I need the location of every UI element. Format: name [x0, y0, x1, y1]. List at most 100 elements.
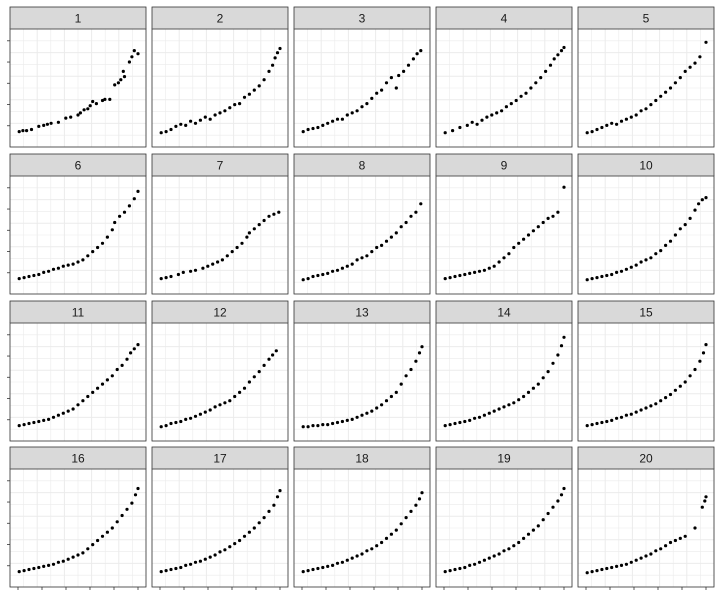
data-point: [306, 277, 310, 281]
data-point: [443, 570, 447, 574]
data-point: [664, 544, 668, 548]
panel-border: [9, 322, 147, 442]
data-point: [546, 216, 550, 220]
data-point: [590, 130, 594, 134]
data-point: [27, 567, 31, 572]
data-point: [365, 549, 369, 553]
data-point: [673, 538, 678, 543]
data-point: [169, 421, 173, 426]
data-point: [61, 264, 65, 268]
data-point: [133, 493, 138, 497]
data-point: [350, 556, 354, 560]
data-point: [228, 545, 232, 549]
data-point: [108, 97, 112, 101]
data-point: [458, 125, 462, 130]
data-point: [22, 276, 26, 280]
data-point: [100, 382, 105, 386]
data-point: [654, 549, 658, 553]
panel-border: [577, 322, 715, 442]
data-point: [223, 401, 227, 405]
data-point: [201, 266, 205, 270]
data-point: [629, 560, 633, 564]
facet-panel-3: 3: [293, 6, 431, 148]
data-point: [624, 117, 629, 121]
data-point: [211, 262, 215, 266]
data-point: [551, 505, 555, 509]
data-point: [482, 268, 486, 272]
data-point: [121, 69, 125, 73]
data-point: [306, 127, 310, 132]
data-point: [42, 564, 46, 569]
data-point: [704, 196, 708, 200]
data-point: [233, 542, 237, 546]
data-point: [96, 538, 100, 543]
data-point: [193, 268, 198, 272]
data-point: [468, 271, 472, 275]
data-point: [267, 69, 271, 73]
facet-strip-label: 9: [501, 159, 508, 173]
facet-panel-4: 4: [435, 6, 573, 148]
data-point: [262, 78, 266, 82]
data-point: [678, 76, 682, 80]
data-point: [659, 249, 663, 253]
data-point: [311, 126, 315, 131]
data-point: [22, 569, 26, 573]
data-point: [278, 46, 282, 51]
data-point: [355, 415, 359, 419]
data-point: [551, 361, 555, 365]
data-point: [417, 497, 422, 501]
data-point: [497, 407, 501, 411]
data-point: [384, 239, 389, 243]
data-point: [105, 378, 109, 382]
data-point: [122, 210, 127, 214]
panel-border: [435, 322, 573, 442]
data-point: [174, 124, 178, 128]
data-point: [634, 113, 638, 117]
data-point: [136, 486, 140, 491]
data-point: [17, 130, 21, 134]
data-point: [693, 208, 697, 212]
data-point: [257, 521, 261, 525]
data-point: [213, 113, 217, 117]
data-point: [262, 363, 266, 367]
data-point: [443, 131, 447, 135]
data-point: [406, 63, 411, 67]
data-point: [389, 394, 393, 399]
data-point: [610, 565, 614, 570]
data-point: [526, 233, 531, 237]
data-point: [517, 241, 521, 245]
data-point: [17, 277, 21, 281]
data-point: [629, 412, 633, 416]
data-point: [634, 263, 638, 267]
data-point: [118, 214, 122, 218]
data-point: [443, 277, 447, 281]
data-point: [66, 409, 70, 413]
data-point: [120, 363, 124, 367]
data-point: [76, 553, 80, 557]
data-point: [605, 273, 609, 278]
facet-strip-label: 3: [359, 12, 366, 26]
facet-panel-7: 7: [151, 153, 289, 295]
data-point: [271, 63, 275, 67]
data-point: [179, 565, 183, 570]
data-point: [585, 131, 589, 135]
data-point: [522, 237, 526, 241]
data-point: [375, 91, 379, 95]
data-point: [61, 411, 65, 415]
data-point: [25, 129, 29, 133]
data-point: [600, 125, 604, 130]
data-point: [113, 83, 117, 87]
facet-panel-1: 1: [7, 6, 147, 148]
data-point: [600, 567, 604, 572]
facet-strip-label: 5: [643, 12, 650, 26]
data-point: [394, 390, 398, 394]
data-point: [615, 270, 619, 274]
data-point: [81, 399, 85, 403]
data-point: [512, 544, 516, 548]
data-point: [419, 49, 423, 53]
data-point: [548, 63, 553, 67]
data-point: [301, 130, 305, 134]
data-point: [267, 357, 271, 361]
data-point: [262, 218, 266, 223]
